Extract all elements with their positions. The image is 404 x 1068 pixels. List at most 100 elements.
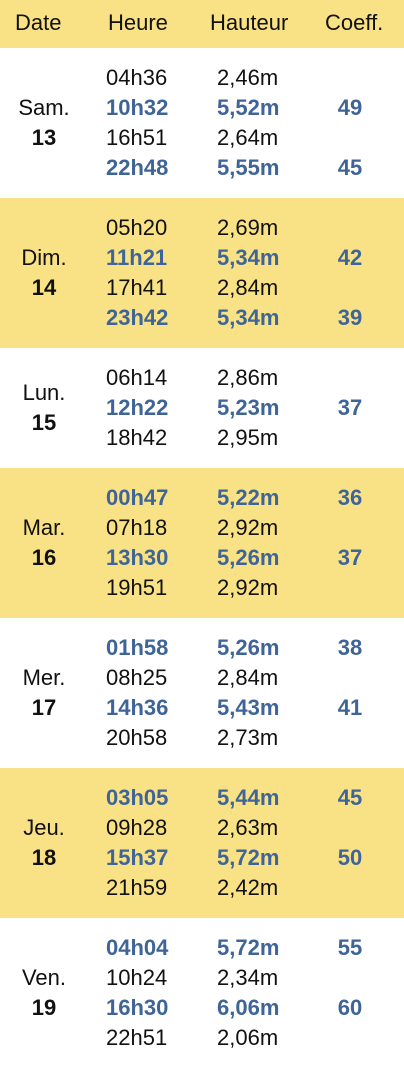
tide-height: 5,23m xyxy=(217,395,280,420)
tide-time: 15h37 xyxy=(106,845,169,870)
tide-height: 2,86m xyxy=(217,365,279,390)
day-block: Dim. 14 05h20 2,69m 11h21 5,34m 42 17h41 2,84m 23… xyxy=(0,198,404,348)
tide-height: 2,84m xyxy=(217,665,279,690)
high-tide-row: 12h22 5,23m 37 xyxy=(0,393,404,423)
day-label: Jeu. 18 xyxy=(0,813,88,873)
tide-height: 5,55m xyxy=(217,155,280,180)
day-number: 13 xyxy=(31,125,57,150)
tide-time: 09h28 xyxy=(106,815,168,840)
low-tide-row: 16h51 2,64m xyxy=(0,123,404,153)
tide-height: 2,42m xyxy=(217,875,279,900)
low-tide-row: 05h20 2,69m xyxy=(0,213,404,243)
day-number: 16 xyxy=(31,545,57,570)
low-tide-row: 08h25 2,84m xyxy=(0,663,404,693)
high-tide-row: 04h04 5,72m 55 xyxy=(0,933,404,963)
header-time: Heure xyxy=(108,10,168,35)
tide-time: 07h18 xyxy=(106,515,168,540)
tide-time: 13h30 xyxy=(106,545,169,570)
tide-time: 16h51 xyxy=(106,125,168,150)
day-label: Mer. 17 xyxy=(0,663,88,723)
high-tide-row: 15h37 5,72m 50 xyxy=(0,843,404,873)
day-block: Mer. 17 01h58 5,26m 38 08h25 2,84m 14h36 5,43m 41… xyxy=(0,618,404,768)
tide-time: 01h58 xyxy=(106,635,169,660)
tide-time: 22h48 xyxy=(106,155,169,180)
day-block: Jeu. 18 03h05 5,44m 45 09h28 2,63m 15h37 5,72m 50… xyxy=(0,768,404,918)
day-number: 17 xyxy=(31,695,57,720)
tide-time: 19h51 xyxy=(106,575,168,600)
high-tide-row: 01h58 5,26m 38 xyxy=(0,633,404,663)
tide-time: 20h58 xyxy=(106,725,168,750)
tide-height: 2,95m xyxy=(217,425,279,450)
day-label: Lun. 15 xyxy=(0,378,88,438)
high-tide-row: 13h30 5,26m 37 xyxy=(0,543,404,573)
tide-coefficient: 45 xyxy=(337,785,363,810)
tide-coefficient: 50 xyxy=(337,845,363,870)
day-block: Ven. 19 04h04 5,72m 55 10h24 2,34m 16h30 6,06m 60… xyxy=(0,918,404,1068)
tide-height: 2,34m xyxy=(217,965,279,990)
tide-height: 5,22m xyxy=(217,485,280,510)
tide-height: 5,43m xyxy=(217,695,280,720)
low-tide-row: 09h28 2,63m xyxy=(0,813,404,843)
tide-coefficient: 55 xyxy=(337,935,363,960)
high-tide-row: 22h48 5,55m 45 xyxy=(0,153,404,183)
tide-time: 16h30 xyxy=(106,995,169,1020)
low-tide-row: 17h41 2,84m xyxy=(0,273,404,303)
low-tide-row: 10h24 2,34m xyxy=(0,963,404,993)
tide-height: 5,52m xyxy=(217,95,280,120)
tide-height: 5,26m xyxy=(217,635,280,660)
tide-height: 5,34m xyxy=(217,305,280,330)
tide-height: 5,26m xyxy=(217,545,280,570)
tide-height: 6,06m xyxy=(217,995,280,1020)
low-tide-row: 18h42 2,95m xyxy=(0,423,404,453)
tide-height: 2,46m xyxy=(217,65,279,90)
tide-time: 23h42 xyxy=(106,305,169,330)
tide-height: 2,84m xyxy=(217,275,279,300)
day-of-week: Sam. xyxy=(18,95,70,120)
tide-time: 08h25 xyxy=(106,665,168,690)
tide-coefficient: 37 xyxy=(337,395,363,420)
day-label: Dim. 14 xyxy=(0,243,88,303)
tide-height: 5,72m xyxy=(217,845,280,870)
tide-time: 12h22 xyxy=(106,395,169,420)
day-block: Sam. 13 04h36 2,46m 10h32 5,52m 49 16h51 2,64m 22… xyxy=(0,48,404,198)
tide-coefficient: 39 xyxy=(337,305,363,330)
tide-coefficient: 38 xyxy=(337,635,363,660)
tide-coefficient: 36 xyxy=(337,485,363,510)
tide-coefficient: 41 xyxy=(337,695,363,720)
low-tide-row: 21h59 2,42m xyxy=(0,873,404,903)
day-of-week: Jeu. xyxy=(23,815,65,840)
tide-time: 00h47 xyxy=(106,485,169,510)
day-label: Mar. 16 xyxy=(0,513,88,573)
tide-height: 2,06m xyxy=(217,1025,279,1050)
high-tide-row: 23h42 5,34m 39 xyxy=(0,303,404,333)
tide-time: 18h42 xyxy=(106,425,168,450)
day-of-week: Ven. xyxy=(21,965,67,990)
tide-height: 2,92m xyxy=(217,575,279,600)
tide-height: 2,64m xyxy=(217,125,279,150)
tide-height: 5,34m xyxy=(217,245,280,270)
tide-time: 04h36 xyxy=(106,65,168,90)
tide-height: 5,72m xyxy=(217,935,280,960)
day-label: Sam. 13 xyxy=(0,93,88,153)
tide-height: 2,63m xyxy=(217,815,279,840)
low-tide-row: 22h51 2,06m xyxy=(0,1023,404,1053)
header-height: Hauteur xyxy=(210,10,289,35)
tide-time: 03h05 xyxy=(106,785,169,810)
day-number: 18 xyxy=(31,845,57,870)
tide-time: 05h20 xyxy=(106,215,168,240)
tide-time: 10h32 xyxy=(106,95,169,120)
tide-height: 2,69m xyxy=(217,215,279,240)
day-block: Mar. 16 00h47 5,22m 36 07h18 2,92m 13h30 5,26m 37… xyxy=(0,468,404,618)
tide-time: 06h14 xyxy=(106,365,168,390)
header-date: Date xyxy=(15,10,62,35)
tide-coefficient: 49 xyxy=(337,95,363,120)
tide-coefficient: 45 xyxy=(337,155,363,180)
low-tide-row: 07h18 2,92m xyxy=(0,513,404,543)
high-tide-row: 00h47 5,22m 36 xyxy=(0,483,404,513)
high-tide-row: 03h05 5,44m 45 xyxy=(0,783,404,813)
table-header: Date Heure Hauteur Coeff. xyxy=(0,0,404,48)
high-tide-row: 10h32 5,52m 49 xyxy=(0,93,404,123)
tide-height: 2,92m xyxy=(217,515,279,540)
day-of-week: Lun. xyxy=(22,380,66,405)
